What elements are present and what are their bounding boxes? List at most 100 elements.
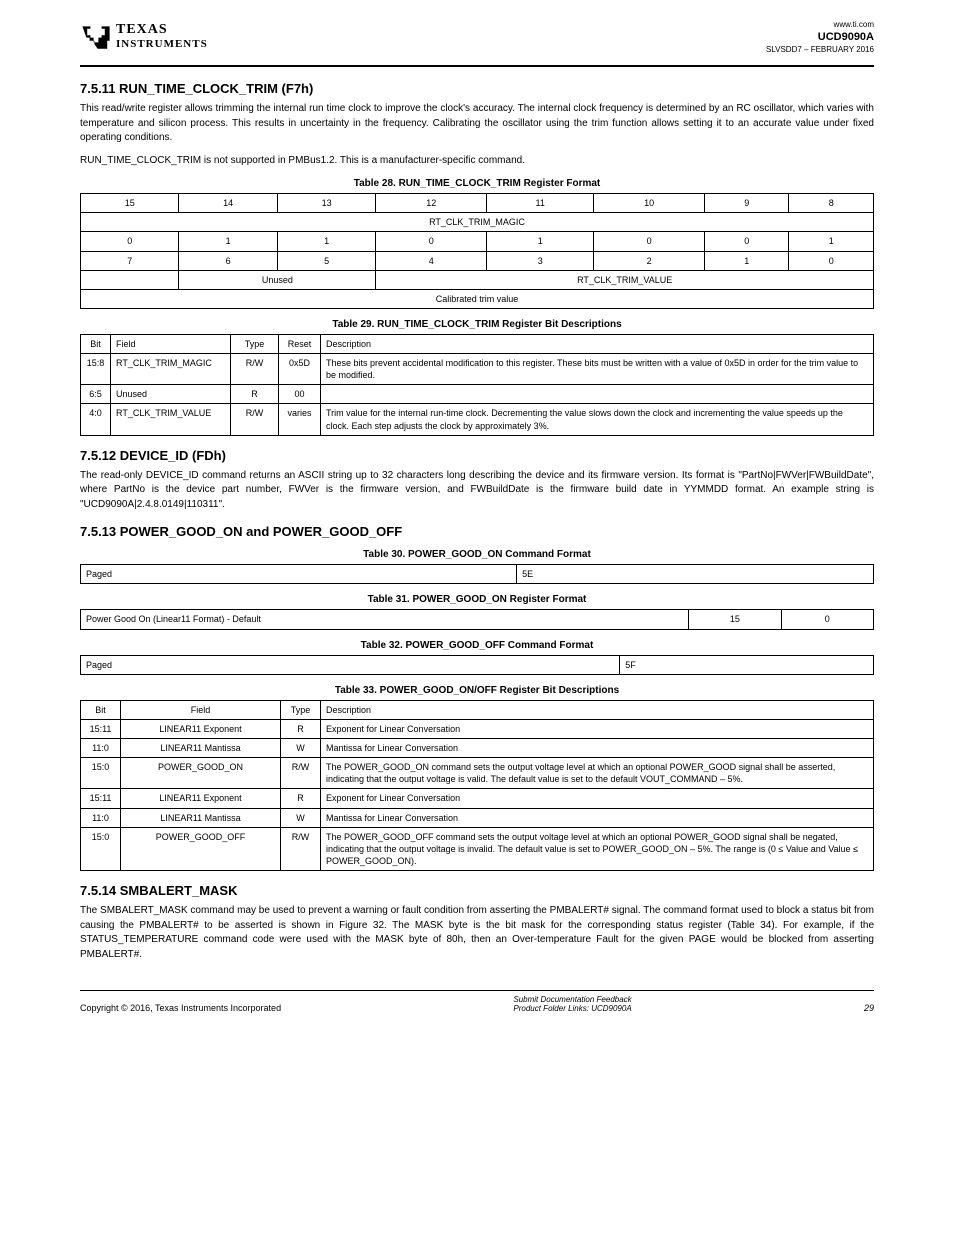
table-31-title: Table 31. POWER_GOOD_ON Register Format bbox=[80, 594, 874, 605]
bit-label: 1 bbox=[705, 251, 789, 270]
cell: 15 bbox=[689, 610, 781, 629]
bit-label: 11 bbox=[487, 194, 594, 213]
para-runtime-2: RUN_TIME_CLOCK_TRIM is not supported in … bbox=[80, 154, 874, 169]
section-heading-device-id: 7.5.12 DEVICE_ID (FDh) bbox=[80, 448, 874, 463]
bit-label: 13 bbox=[277, 194, 375, 213]
cell: 15:11 bbox=[81, 789, 121, 808]
logo-text-1: TEXAS bbox=[116, 22, 208, 38]
cell: 11:0 bbox=[81, 808, 121, 827]
cell: LINEAR11 Mantissa bbox=[121, 738, 281, 757]
cell: R bbox=[231, 385, 279, 404]
cell: Unused bbox=[111, 385, 231, 404]
cell: R bbox=[281, 789, 321, 808]
field-name: Unused bbox=[179, 270, 376, 289]
cell: Paged bbox=[81, 655, 620, 674]
table-30: Paged 5E bbox=[80, 564, 874, 584]
cell: RT_CLK_TRIM_MAGIC bbox=[111, 354, 231, 385]
reset-val: 0 bbox=[705, 232, 789, 251]
table-row: Bit Field Type Description bbox=[81, 700, 874, 719]
cell: R/W bbox=[281, 827, 321, 870]
cell: 00 bbox=[279, 385, 321, 404]
cell: W bbox=[281, 738, 321, 757]
table-29: Bit Field Type Reset Description 15:8 RT… bbox=[80, 334, 874, 436]
cell: Exponent for Linear Conversation bbox=[321, 719, 874, 738]
header-date: SLVSDD7 – FEBRUARY 2016 bbox=[766, 45, 874, 55]
table-row: 11:0 LINEAR11 Mantissa W Mantissa for Li… bbox=[81, 738, 874, 757]
cell: LINEAR11 Exponent bbox=[121, 719, 281, 738]
header-site[interactable]: www.ti.com bbox=[766, 20, 874, 30]
col-header: Description bbox=[321, 334, 874, 353]
cell: varies bbox=[279, 404, 321, 435]
col-header: Reset bbox=[279, 334, 321, 353]
footer-product-link[interactable]: Product Folder Links: UCD9090A bbox=[281, 1004, 864, 1013]
table-29-title: Table 29. RUN_TIME_CLOCK_TRIM Register B… bbox=[80, 319, 874, 330]
cell: The POWER_GOOD_ON command sets the outpu… bbox=[321, 758, 874, 789]
bit-label: 14 bbox=[179, 194, 277, 213]
bit-label: 5 bbox=[277, 251, 375, 270]
col-header: Field bbox=[121, 700, 281, 719]
table-row: Power Good On (Linear11 Format) - Defaul… bbox=[81, 610, 874, 629]
footer-copyright: Copyright © 2016, Texas Instruments Inco… bbox=[80, 1003, 281, 1013]
cell: These bits prevent accidental modificati… bbox=[321, 354, 874, 385]
table-row: 15:11 LINEAR11 Exponent R Exponent for L… bbox=[81, 789, 874, 808]
cell: Exponent for Linear Conversation bbox=[321, 789, 874, 808]
table-28-title: Table 28. RUN_TIME_CLOCK_TRIM Register F… bbox=[80, 178, 874, 189]
table-row: Unused RT_CLK_TRIM_VALUE bbox=[81, 270, 874, 289]
col-header: Field bbox=[111, 334, 231, 353]
cell bbox=[321, 385, 874, 404]
header-part[interactable]: UCD9090A bbox=[766, 30, 874, 44]
bit-label: 4 bbox=[376, 251, 487, 270]
table-row: Calibrated trim value bbox=[81, 289, 874, 308]
table-row: RT_CLK_TRIM_MAGIC bbox=[81, 213, 874, 232]
para-smbalert: The SMBALERT_MASK command may be used to… bbox=[80, 904, 874, 962]
reset-val: 1 bbox=[487, 232, 594, 251]
col-header: Bit bbox=[81, 334, 111, 353]
col-header: Type bbox=[281, 700, 321, 719]
cell: 5F bbox=[620, 655, 874, 674]
table-row: 15:0 POWER_GOOD_OFF R/W The POWER_GOOD_O… bbox=[81, 827, 874, 870]
header-rule bbox=[80, 65, 874, 67]
table-33: Bit Field Type Description 15:11 LINEAR1… bbox=[80, 700, 874, 871]
table-30-title: Table 30. POWER_GOOD_ON Command Format bbox=[80, 549, 874, 560]
table-row: Bit Field Type Reset Description bbox=[81, 334, 874, 353]
col-header: Bit bbox=[81, 700, 121, 719]
cell: 15:0 bbox=[81, 758, 121, 789]
cell: POWER_GOOD_ON bbox=[121, 758, 281, 789]
cell: The POWER_GOOD_OFF command sets the outp… bbox=[321, 827, 874, 870]
table-row: 15:8 RT_CLK_TRIM_MAGIC R/W 0x5D These bi… bbox=[81, 354, 874, 385]
footer-feedback-link[interactable]: Submit Documentation Feedback bbox=[281, 995, 864, 1004]
table-33-title: Table 33. POWER_GOOD_ON/OFF Register Bit… bbox=[80, 685, 874, 696]
reset-val: 1 bbox=[277, 232, 375, 251]
reset-val: 0 bbox=[376, 232, 487, 251]
col-header: Description bbox=[321, 700, 874, 719]
cell: 15:8 bbox=[81, 354, 111, 385]
cell: R bbox=[281, 719, 321, 738]
bit-label: 2 bbox=[594, 251, 705, 270]
reset-val: 1 bbox=[179, 232, 277, 251]
field-name: RT_CLK_TRIM_VALUE bbox=[376, 270, 874, 289]
bit-label: 15 bbox=[81, 194, 179, 213]
ti-logo: TEXAS INSTRUMENTS bbox=[80, 20, 208, 52]
cell: 15:11 bbox=[81, 719, 121, 738]
cell: LINEAR11 Mantissa bbox=[121, 808, 281, 827]
cell: Power Good On (Linear11 Format) - Defaul… bbox=[81, 610, 689, 629]
reset-val: 0 bbox=[81, 232, 179, 251]
reset-val: Calibrated trim value bbox=[81, 289, 874, 308]
cell: RT_CLK_TRIM_VALUE bbox=[111, 404, 231, 435]
cell: Mantissa for Linear Conversation bbox=[321, 808, 874, 827]
reset-val: 1 bbox=[789, 232, 874, 251]
cell: 11:0 bbox=[81, 738, 121, 757]
table-row: 6:5 Unused R 00 bbox=[81, 385, 874, 404]
table-row: 15:0 POWER_GOOD_ON R/W The POWER_GOOD_ON… bbox=[81, 758, 874, 789]
cell: Paged bbox=[81, 565, 517, 584]
cell: R/W bbox=[281, 758, 321, 789]
table-row: 7 6 5 4 3 2 1 0 bbox=[81, 251, 874, 270]
reset-val: 0 bbox=[594, 232, 705, 251]
cell: R/W bbox=[231, 354, 279, 385]
cell: Mantissa for Linear Conversation bbox=[321, 738, 874, 757]
table-32-title: Table 32. POWER_GOOD_OFF Command Format bbox=[80, 640, 874, 651]
bit-label: 6 bbox=[179, 251, 277, 270]
table-row: 0 1 1 0 1 0 0 1 bbox=[81, 232, 874, 251]
cell: 6:5 bbox=[81, 385, 111, 404]
table-32: Paged 5F bbox=[80, 655, 874, 675]
